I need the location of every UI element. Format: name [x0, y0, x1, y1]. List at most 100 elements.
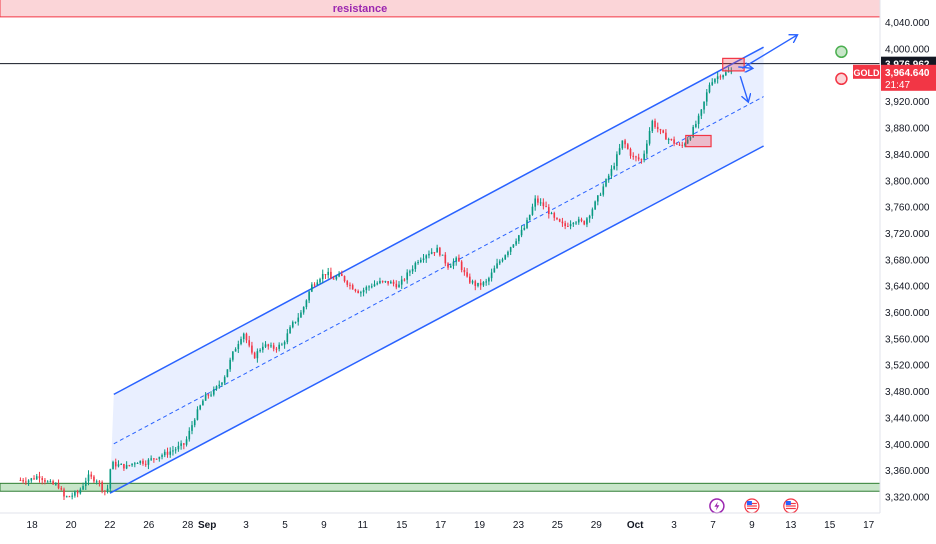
candle-body[interactable]: [662, 130, 665, 133]
candle-body[interactable]: [409, 271, 411, 273]
candle-body[interactable]: [392, 281, 395, 284]
candle-body[interactable]: [183, 443, 185, 445]
candle-body[interactable]: [46, 481, 49, 483]
candle-body[interactable]: [76, 491, 79, 494]
candle-body[interactable]: [278, 344, 280, 349]
candle-body[interactable]: [466, 272, 468, 277]
target-marker-green[interactable]: [835, 45, 848, 59]
candle-body[interactable]: [695, 123, 697, 127]
us-flag-icon[interactable]: [744, 498, 760, 514]
candle-body[interactable]: [463, 269, 466, 273]
candle-body[interactable]: [330, 271, 332, 279]
candle-body[interactable]: [403, 279, 406, 281]
candle-body[interactable]: [226, 369, 229, 378]
candle-body[interactable]: [346, 281, 349, 285]
candle-body[interactable]: [449, 265, 452, 268]
candle-body[interactable]: [479, 282, 482, 286]
candle-body[interactable]: [539, 202, 542, 204]
annotation-box[interactable]: [685, 134, 712, 148]
candle-body[interactable]: [204, 394, 207, 401]
candle-body[interactable]: [425, 255, 428, 259]
candle-body[interactable]: [57, 483, 60, 489]
candle-body[interactable]: [98, 481, 101, 483]
candle-body[interactable]: [196, 409, 199, 420]
candle-body[interactable]: [675, 143, 678, 145]
candle-body[interactable]: [74, 491, 76, 496]
candle-body[interactable]: [556, 217, 558, 220]
candle-body[interactable]: [19, 480, 22, 482]
candle-body[interactable]: [629, 148, 632, 156]
candle-body[interactable]: [128, 465, 131, 467]
candle-body[interactable]: [507, 251, 509, 256]
candle-body[interactable]: [343, 276, 346, 282]
candle-body[interactable]: [136, 462, 139, 464]
candle-body[interactable]: [133, 463, 136, 465]
candle-body[interactable]: [607, 175, 610, 180]
candle-body[interactable]: [242, 333, 245, 340]
candle-body[interactable]: [583, 220, 586, 225]
candle-body[interactable]: [588, 215, 591, 219]
candle-body[interactable]: [202, 400, 204, 406]
candle-body[interactable]: [398, 284, 400, 288]
candle-body[interactable]: [439, 247, 441, 256]
candle-body[interactable]: [534, 198, 537, 207]
candle-body[interactable]: [33, 478, 35, 480]
candle-body[interactable]: [357, 290, 359, 293]
candle-body[interactable]: [727, 71, 730, 73]
candle-body[interactable]: [272, 345, 275, 349]
candle-body[interactable]: [234, 349, 237, 352]
candle-body[interactable]: [215, 386, 218, 390]
candle-body[interactable]: [626, 144, 629, 149]
candle-body[interactable]: [561, 221, 564, 224]
candle-body[interactable]: [38, 476, 41, 479]
candle-body[interactable]: [665, 132, 667, 140]
candle-body[interactable]: [436, 247, 438, 253]
candle-body[interactable]: [692, 126, 694, 138]
candle-body[interactable]: [166, 451, 169, 455]
candle-body[interactable]: [719, 76, 722, 78]
candle-body[interactable]: [640, 159, 643, 161]
candle-body[interactable]: [340, 273, 343, 277]
candle-body[interactable]: [281, 344, 283, 346]
candle-body[interactable]: [60, 488, 63, 490]
candle-body[interactable]: [68, 496, 71, 498]
candle-body[interactable]: [452, 261, 455, 266]
candle-body[interactable]: [498, 261, 501, 264]
candle-body[interactable]: [419, 259, 422, 263]
candle-body[interactable]: [725, 72, 727, 76]
candle-body[interactable]: [482, 282, 485, 286]
resistance-zone[interactable]: [0, 0, 881, 18]
candle-body[interactable]: [275, 348, 278, 350]
candle-body[interactable]: [332, 278, 335, 280]
candle-body[interactable]: [237, 344, 240, 350]
candle-body[interactable]: [180, 443, 182, 446]
candle-body[interactable]: [490, 272, 493, 279]
candle-body[interactable]: [193, 419, 196, 426]
candle-body[interactable]: [212, 389, 215, 395]
candle-body[interactable]: [207, 394, 210, 396]
candle-body[interactable]: [471, 281, 474, 283]
candle-body[interactable]: [368, 286, 370, 288]
candle-body[interactable]: [291, 322, 294, 328]
candle-body[interactable]: [93, 476, 95, 482]
candle-body[interactable]: [123, 463, 125, 469]
candle-body[interactable]: [670, 139, 673, 141]
candle-body[interactable]: [722, 75, 724, 78]
candle-body[interactable]: [681, 144, 684, 146]
candle-body[interactable]: [270, 345, 272, 347]
candle-body[interactable]: [414, 263, 417, 269]
candle-body[interactable]: [52, 481, 54, 485]
candle-body[interactable]: [520, 229, 523, 236]
candle-body[interactable]: [523, 227, 526, 230]
candle-body[interactable]: [716, 76, 719, 80]
candle-body[interactable]: [327, 271, 330, 276]
candle-body[interactable]: [705, 92, 708, 102]
candle-body[interactable]: [248, 340, 251, 346]
candle-body[interactable]: [185, 439, 188, 445]
candle-body[interactable]: [659, 129, 662, 131]
candle-body[interactable]: [384, 281, 387, 283]
candle-body[interactable]: [305, 300, 308, 307]
candle-body[interactable]: [708, 84, 711, 93]
channel-upper-line[interactable]: [113, 46, 764, 396]
candle-body[interactable]: [131, 463, 133, 466]
